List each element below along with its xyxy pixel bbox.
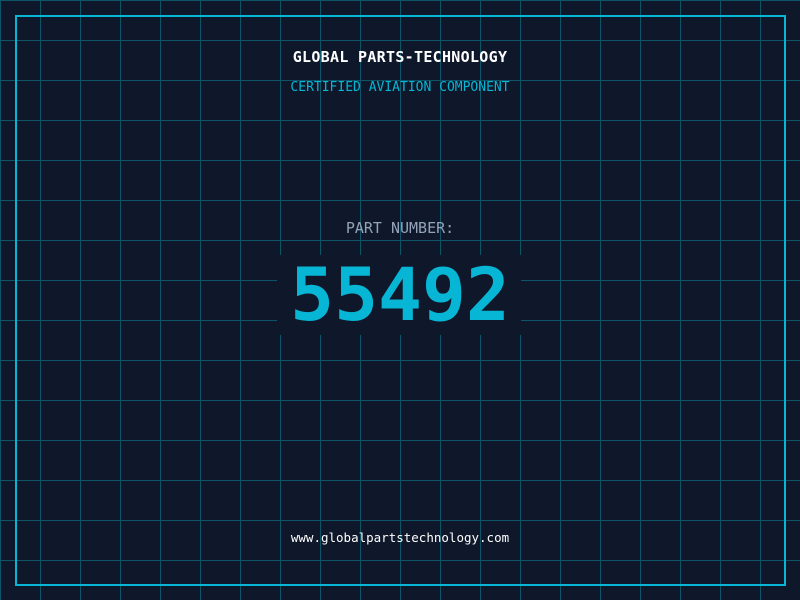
border-frame: [15, 15, 786, 586]
part-number-label: PART NUMBER:: [345, 219, 455, 237]
part-number-value: 55492: [290, 253, 510, 338]
website-url: www.globalpartstechnology.com: [290, 530, 510, 545]
company-name: GLOBAL PARTS-TECHNOLOGY: [292, 48, 508, 66]
part-number-backdrop: [277, 255, 521, 335]
certification-subtitle: CERTIFIED AVIATION COMPONENT: [290, 80, 510, 95]
